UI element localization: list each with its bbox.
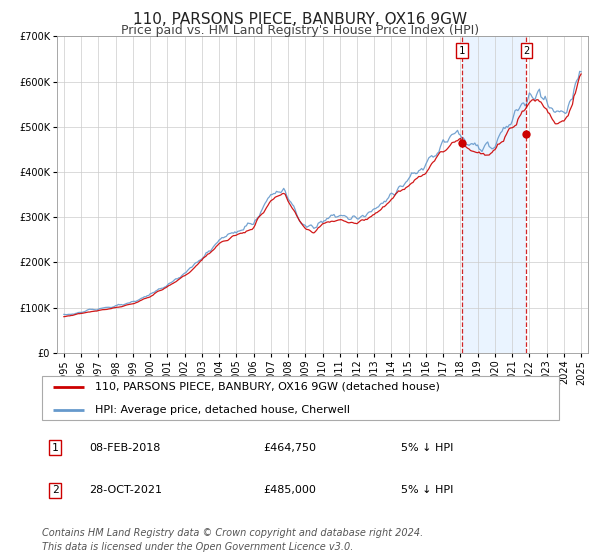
Text: 2: 2 bbox=[52, 485, 59, 495]
Text: 5% ↓ HPI: 5% ↓ HPI bbox=[401, 485, 454, 495]
Text: Contains HM Land Registry data © Crown copyright and database right 2024.: Contains HM Land Registry data © Crown c… bbox=[42, 528, 423, 538]
Text: £485,000: £485,000 bbox=[264, 485, 317, 495]
Text: 2: 2 bbox=[523, 46, 530, 56]
Text: 110, PARSONS PIECE, BANBURY, OX16 9GW (detached house): 110, PARSONS PIECE, BANBURY, OX16 9GW (d… bbox=[95, 382, 440, 391]
Bar bbox=[462, 36, 526, 353]
Text: £464,750: £464,750 bbox=[264, 443, 317, 453]
Text: 5% ↓ HPI: 5% ↓ HPI bbox=[401, 443, 454, 453]
Text: HPI: Average price, detached house, Cherwell: HPI: Average price, detached house, Cher… bbox=[95, 405, 350, 414]
Text: This data is licensed under the Open Government Licence v3.0.: This data is licensed under the Open Gov… bbox=[42, 542, 353, 552]
FancyBboxPatch shape bbox=[42, 376, 559, 420]
Text: 28-OCT-2021: 28-OCT-2021 bbox=[89, 485, 163, 495]
Text: 1: 1 bbox=[52, 443, 59, 453]
Text: 1: 1 bbox=[459, 46, 465, 56]
Text: Price paid vs. HM Land Registry's House Price Index (HPI): Price paid vs. HM Land Registry's House … bbox=[121, 24, 479, 36]
Text: 08-FEB-2018: 08-FEB-2018 bbox=[89, 443, 161, 453]
Text: 110, PARSONS PIECE, BANBURY, OX16 9GW: 110, PARSONS PIECE, BANBURY, OX16 9GW bbox=[133, 12, 467, 27]
